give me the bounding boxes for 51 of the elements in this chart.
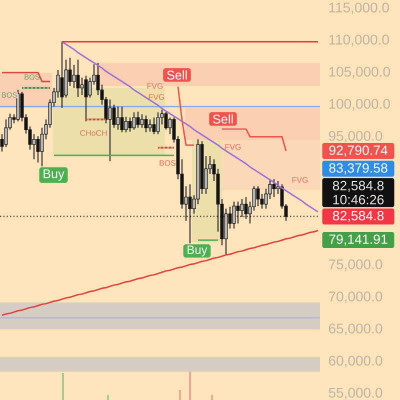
y-tick-label: 75,000.0: [328, 259, 382, 271]
y-tick-label: 55,000.0: [328, 388, 382, 400]
annotation: Buy: [44, 169, 64, 181]
text: 83,379.58: [329, 163, 388, 174]
annotation: Sell: [213, 114, 233, 124]
candlestick: [140, 114, 144, 128]
candlestick: [76, 59, 80, 98]
candlestick: [124, 116, 128, 133]
y-tick-label: 100,000.0: [329, 98, 390, 110]
candlestick: [108, 99, 112, 162]
candlestick: [36, 136, 40, 163]
candlestick: [144, 115, 148, 133]
candlestick: [132, 112, 136, 130]
candlestick: [188, 184, 192, 244]
candlestick: [80, 77, 84, 96]
candlestick: [256, 186, 260, 207]
text: 79,141.91: [329, 234, 388, 246]
annotation: Buy: [188, 246, 208, 256]
annotation: CHoCH: [80, 130, 107, 136]
annotation: FVG: [148, 94, 164, 100]
candlestick: [84, 75, 88, 122]
candlestick: [152, 116, 156, 135]
annotation: BOS: [160, 160, 176, 166]
y-tick-label: 105,000.0: [329, 66, 390, 78]
candlestick: [60, 41, 64, 108]
y-tick-label: 110,000.0: [329, 34, 389, 46]
annotation: FVG: [292, 177, 308, 183]
y-tick-label: 65,000.0: [328, 324, 382, 336]
text: 82,584.8 10:46:26: [332, 180, 384, 204]
candlestick: [164, 111, 168, 130]
candlestick: [116, 106, 120, 130]
y-tick-label: 115,000.0: [329, 2, 389, 14]
candlestick: [232, 201, 236, 230]
y-tick-label: 70,000.0: [328, 292, 382, 304]
text: 92,790.74: [329, 146, 388, 157]
ref-line-label: 82,584.8: [332, 210, 384, 222]
candlestick: [72, 64, 76, 88]
annotation: FVG: [147, 83, 163, 89]
candlestick: [236, 201, 240, 224]
candlestick: [136, 111, 140, 128]
candlestick: [156, 112, 160, 135]
candlestick: [128, 116, 132, 132]
y-tick-label: 95,000.0: [328, 130, 382, 143]
annotation: Sell: [167, 70, 187, 80]
y-tick-label: 60,000.0: [328, 356, 382, 368]
candlestick: [120, 106, 124, 133]
candlestick: [148, 118, 152, 132]
candlestick: [244, 196, 248, 220]
candlestick: [272, 178, 276, 198]
candlestick: [32, 134, 36, 160]
annotation: FVG: [225, 144, 241, 150]
